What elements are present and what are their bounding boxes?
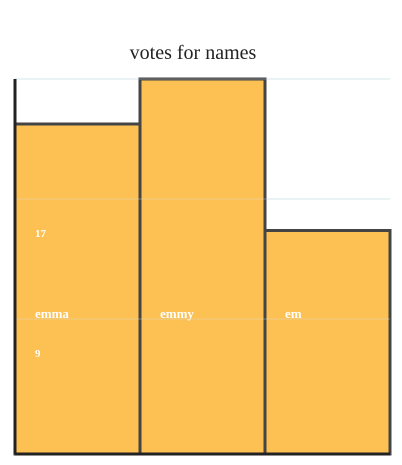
- bar-emmy[interactable]: [138, 77, 267, 456]
- category-label-emma: emma: [35, 306, 69, 321]
- category-labels: emma emmy em: [35, 306, 302, 321]
- y-tick-label: 9: [35, 348, 41, 360]
- bar-emma[interactable]: [13, 122, 142, 456]
- category-label-em: em: [285, 306, 302, 321]
- chart-title: votes for names: [130, 42, 257, 64]
- y-tick-labels: 17 9: [35, 228, 47, 360]
- bars: [13, 77, 392, 456]
- bar-em[interactable]: [263, 229, 392, 456]
- category-label-emmy: emmy: [160, 306, 194, 321]
- axes: [13, 79, 390, 456]
- y-tick-label: 17: [35, 228, 47, 240]
